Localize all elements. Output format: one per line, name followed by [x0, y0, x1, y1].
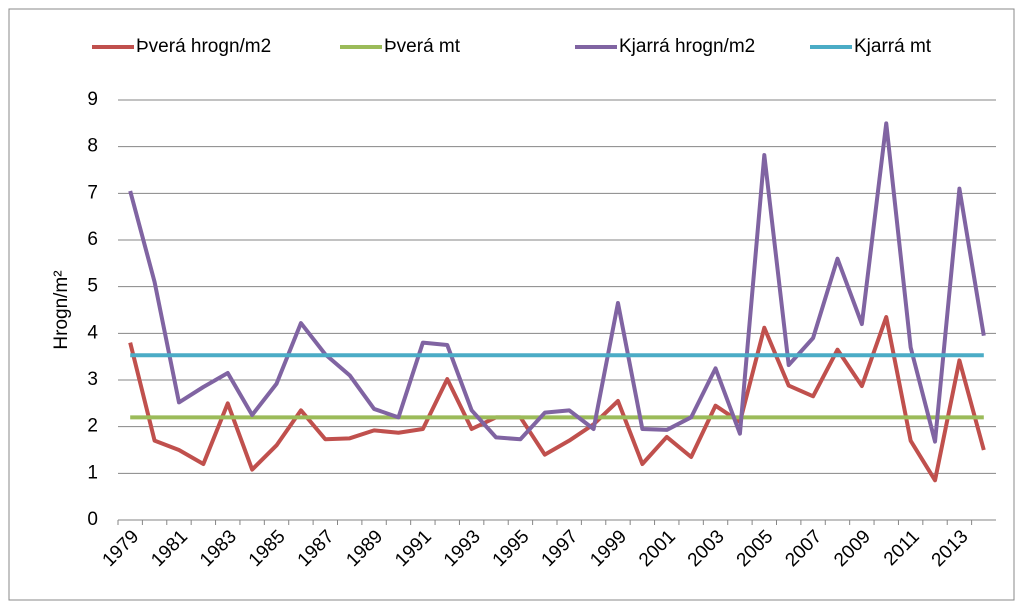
y-tick-label: 3: [87, 369, 98, 390]
legend-label: Kjarrá hrogn/m2: [619, 36, 755, 57]
y-tick-label: 5: [87, 276, 98, 297]
legend-label: Þverá hrogn/m2: [136, 36, 271, 57]
y-tick-label: 2: [87, 416, 98, 437]
y-axis-label: Hrogn/m²: [51, 270, 72, 349]
y-tick-label: 8: [87, 136, 98, 157]
y-tick-label: 7: [87, 182, 98, 203]
y-tick-label: 9: [87, 89, 98, 110]
y-tick-label: 4: [87, 322, 98, 343]
y-tick-label: 1: [87, 462, 98, 483]
y-tick-label: 0: [87, 509, 98, 530]
legend-label: Kjarrá mt: [854, 36, 932, 57]
legend-label: Þverá mt: [384, 36, 461, 57]
y-tick-label: 6: [87, 229, 98, 250]
chart-frame: [8, 8, 1015, 601]
series-line: [128, 121, 986, 444]
